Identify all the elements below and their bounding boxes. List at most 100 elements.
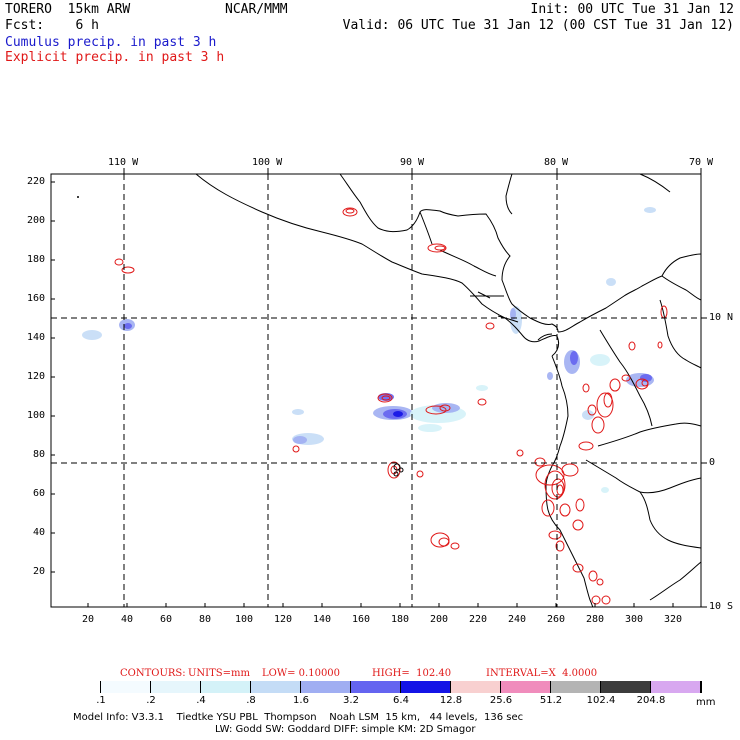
x-tick-label: 60 (160, 614, 173, 625)
border-colombia-interior (599, 329, 653, 427)
colorbar-level-label: .8 (246, 695, 256, 706)
explicit-contour (516, 449, 524, 457)
explicit-contour (430, 532, 450, 548)
colorbar-swatch (301, 681, 351, 693)
explicit-contour (416, 470, 424, 478)
lon-label: 80 W (544, 157, 569, 168)
explicit-contour (561, 463, 579, 477)
explicit-contour (556, 484, 564, 496)
explicit-contour (596, 578, 604, 586)
colorbar-level-label: .4 (196, 695, 206, 706)
explicit-contour (591, 595, 601, 605)
x-tick-label: 260 (547, 614, 566, 625)
cumulus-cell (418, 424, 442, 432)
cumulus-cell (570, 351, 578, 365)
valid-time: Valid: 06 UTC Tue 31 Jan 12 (00 CST Tue … (342, 18, 734, 33)
explicit-contour (572, 519, 584, 531)
colorbar-level-label: .1 (96, 695, 106, 706)
cumulus-cell (510, 308, 516, 320)
cumulus-cell (432, 403, 460, 413)
coastline-mexico (195, 173, 560, 357)
explicit-contour (596, 392, 614, 418)
coastline-venezuela (661, 253, 702, 277)
colorbar-swatch (101, 681, 151, 693)
lon-label: 100 W (252, 157, 283, 168)
border-peru-brazil (639, 491, 702, 549)
model-info-line2: LW: Godd SW: Goddard DIFF: simple KM: 2D… (215, 724, 476, 735)
cumulus-cell (476, 385, 488, 391)
explicit-precip (114, 207, 668, 605)
colorbar-level-label: 1.6 (293, 695, 309, 706)
cumulus-cell (590, 354, 610, 366)
colorbar-level-label: 12.8 (439, 695, 463, 706)
x-tick-label: 300 (625, 614, 644, 625)
explicit-contour (548, 530, 562, 540)
colorbar-swatch (651, 681, 701, 693)
model-info-line1: Model Info: V3.3.1 Tiedtke YSU PBL Thomp… (73, 712, 524, 723)
heavy-contour (398, 467, 404, 473)
contour-interval: INTERVAL=X 4.0000 (486, 668, 598, 679)
explicit-contour (541, 499, 555, 517)
explicit-contour (578, 441, 594, 451)
y-tick-label: 60 (32, 488, 45, 499)
explicit-contour (438, 537, 450, 547)
colorbar-level-label: .2 (146, 695, 156, 706)
x-tick-label: 240 (508, 614, 527, 625)
x-tick-label: 20 (82, 614, 95, 625)
y-tick-label: 80 (32, 449, 45, 460)
colorbar-level-label: 102.4 (586, 695, 616, 706)
explicit-contour (544, 470, 566, 500)
cumulus-precip (82, 207, 656, 493)
x-tick-label: 100 (235, 614, 254, 625)
colorbar-swatch (451, 681, 501, 693)
model-title: TORERO 15km ARW (5, 2, 131, 17)
coastline-central-america-north (339, 173, 559, 333)
explicit-legend: Explicit precip. in past 3 h (5, 50, 225, 65)
contour-low: LOW= 0.10000 (262, 668, 341, 679)
cumulus-cell (644, 207, 656, 213)
explicit-contour (621, 374, 631, 382)
explicit-contour (559, 503, 571, 517)
cumulus-cell (601, 487, 609, 493)
cumulus-legend: Cumulus precip. in past 3 h (5, 35, 217, 50)
init-time: Init: 00 UTC Tue 31 Jan 12 (530, 2, 735, 17)
coastline-cuba (639, 173, 671, 193)
lon-label: 90 W (400, 157, 425, 168)
contour-high: HIGH= 102.40 (372, 668, 452, 679)
coastline-cocos (477, 291, 491, 299)
y-tick-label: 120 (26, 371, 45, 382)
heavy-contour (393, 471, 399, 477)
center-label: NCAR/MMM (225, 2, 288, 17)
explicit-contour (603, 392, 613, 408)
y-tick-label: 200 (26, 215, 45, 226)
lon-label: 110 W (108, 157, 139, 168)
colorbar-swatch (201, 681, 251, 693)
y-tick-label: 140 (26, 332, 45, 343)
explicit-contour (534, 457, 546, 467)
explicit-contour (439, 404, 451, 412)
colorbar-level-label: 204.8 (636, 695, 666, 706)
colorbar-level-label: 3.2 (343, 695, 359, 706)
explicit-contour (575, 498, 585, 512)
y-tick-label: 180 (26, 254, 45, 265)
x-tick-label: 320 (664, 614, 683, 625)
explicit-contour (587, 404, 597, 416)
cumulus-cell (292, 409, 304, 415)
colorbar-swatch (551, 681, 601, 693)
axis-ticks (51, 168, 707, 608)
cumulus-cell (640, 374, 652, 382)
x-tick-label: 80 (199, 614, 212, 625)
explicit-contour (121, 266, 135, 274)
lat-label: 10 N (709, 312, 734, 323)
explicit-contour (588, 570, 598, 582)
colorbar-swatch (401, 681, 451, 693)
contour-label: CONTOURS: (120, 668, 186, 679)
explicit-contour (450, 542, 460, 550)
y-tick-label: 40 (32, 527, 45, 538)
cumulus-cell (293, 436, 307, 444)
x-tick-label: 280 (586, 614, 605, 625)
lon-label: 70 W (689, 157, 714, 168)
coastline-yucatan (505, 173, 513, 215)
border-guatemala (419, 211, 433, 245)
x-tick-label: 220 (469, 614, 488, 625)
